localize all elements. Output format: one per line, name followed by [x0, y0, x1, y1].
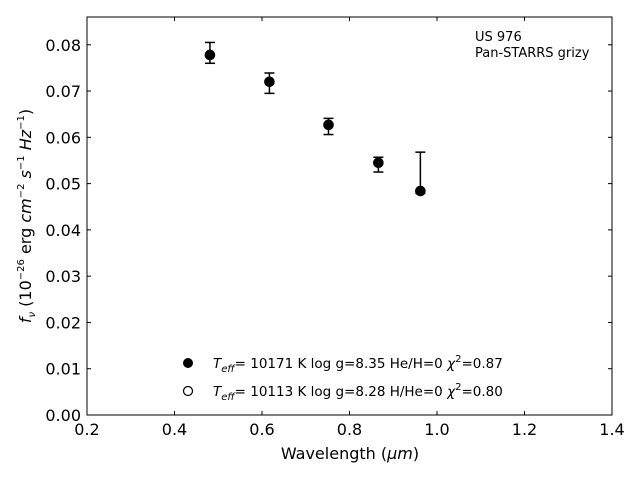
- y-tick-label: 0.07: [45, 82, 81, 101]
- legend-label-he: Teff= 10171 K log g=8.35 He/H=0 χ2=0.87: [213, 354, 503, 375]
- y-tick-label: 0.02: [45, 313, 81, 332]
- model-he-point: [204, 49, 216, 61]
- legend-open-marker: [182, 385, 194, 397]
- model-he-point: [323, 119, 334, 131]
- x-tick-label: 1.0: [424, 420, 449, 439]
- model-he-point: [373, 157, 384, 169]
- model-he-point: [264, 76, 275, 88]
- y-tick-label: 0.04: [45, 221, 81, 240]
- legend-label-h: Teff= 10113 K log g=8.28 H/He=0 χ2=0.80: [213, 382, 503, 403]
- x-tick-label: 0.8: [337, 420, 362, 439]
- x-tick-label: 1.4: [599, 420, 624, 439]
- y-axis-ticks: 0.00 0.01 0.02 0.03 0.04 0.05 0.06 0.07 0.08: [45, 36, 612, 425]
- y-tick-label: 0.08: [45, 36, 81, 55]
- x-tick-label: 0.6: [249, 420, 274, 439]
- x-tick-label: 1.2: [512, 420, 537, 439]
- x-tick-label: 0.2: [74, 420, 99, 439]
- x-axis-label: Wavelength (μm): [281, 444, 419, 463]
- y-axis-label: fν (10−26 erg cm−2 s−1 Hz−1): [16, 109, 38, 323]
- model-h-markers: [204, 49, 426, 197]
- model-he-markers: [204, 49, 426, 197]
- observed-error-bars: [204, 41, 426, 195]
- y-tick-label: 0.01: [45, 360, 81, 379]
- annotation-star-name: US 976: [475, 30, 522, 45]
- legend: Teff= 10171 K log g=8.35 He/H=0 χ2=0.87 …: [182, 354, 503, 403]
- y-tick-label: 0.06: [45, 128, 81, 147]
- model-he-point: [415, 185, 426, 197]
- y-tick-label: 0.05: [45, 175, 81, 194]
- y-tick-label: 0.00: [45, 406, 81, 425]
- legend-filled-marker: [183, 358, 193, 368]
- x-tick-label: 0.4: [162, 420, 187, 439]
- x-axis-ticks: 0.2 0.4 0.6 0.8 1.0 1.2 1.4: [74, 17, 625, 439]
- y-tick-label: 0.03: [45, 267, 81, 286]
- annotation-survey: Pan-STARRS grizy: [475, 46, 590, 61]
